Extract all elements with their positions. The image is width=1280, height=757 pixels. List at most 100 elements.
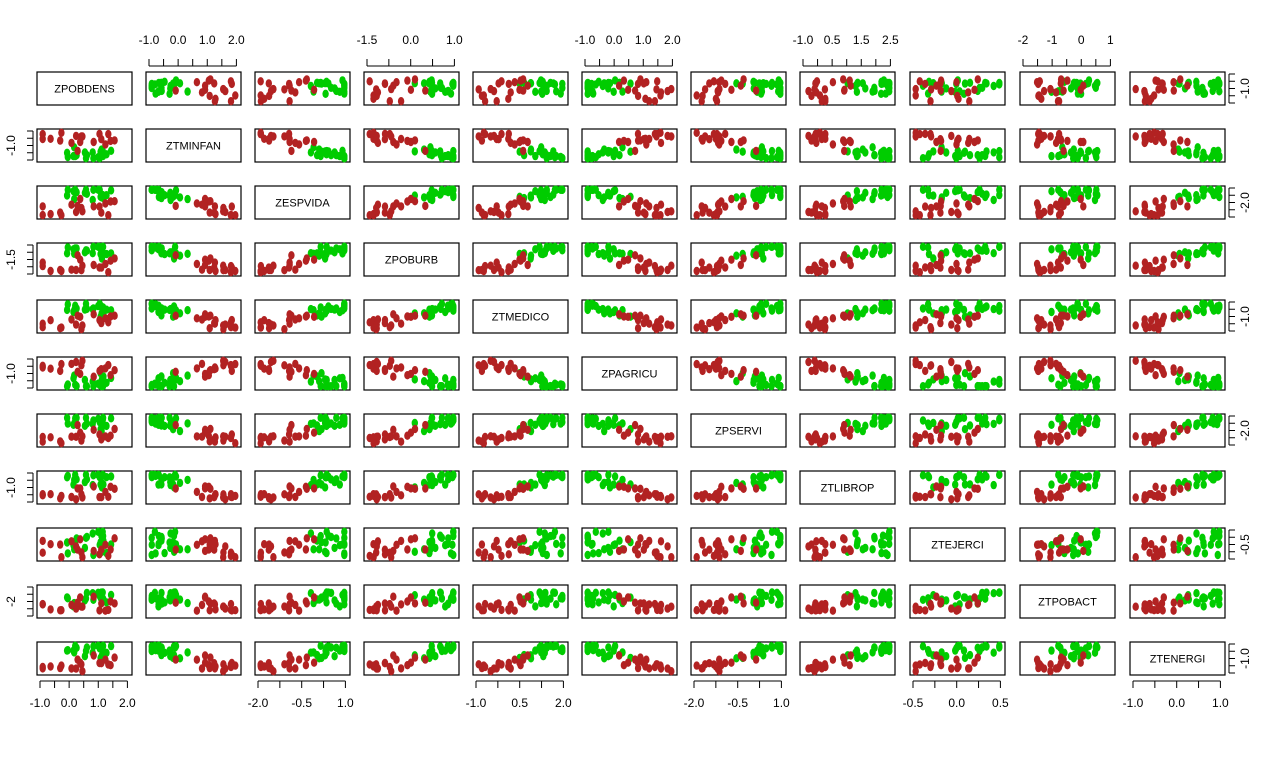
point-5-10-21	[1200, 374, 1207, 383]
point-7-5-39	[654, 492, 661, 501]
point-1-6-5	[768, 146, 776, 156]
point-0-5-39	[654, 77, 661, 86]
point-7-10-18	[1214, 471, 1222, 480]
point-2-4-16	[527, 193, 535, 202]
point-1-9-30	[1080, 137, 1087, 147]
point-7-9-13	[1059, 475, 1066, 485]
point-8-4-24	[475, 548, 482, 557]
point-5-10-13	[1194, 371, 1201, 380]
point-0-5-36	[631, 86, 639, 95]
point-4-2-26	[310, 312, 318, 321]
point-8-10-13	[1194, 545, 1201, 554]
point-4-0-17	[63, 305, 71, 315]
point-5-6-25	[706, 365, 713, 374]
point-2-1-13	[184, 194, 191, 204]
point-2-6-26	[728, 194, 735, 204]
point-6-0-29	[96, 430, 103, 439]
point-5-3-28	[373, 366, 380, 376]
point-4-0-35	[68, 315, 75, 324]
point-3-9-6	[1091, 249, 1099, 258]
point-10-2-36	[288, 655, 295, 664]
point-5-6-16	[733, 377, 740, 386]
point-2-5-38	[643, 199, 650, 208]
point-8-1-33	[220, 553, 227, 562]
bottom-tick-label-10-2: 1.0	[1212, 696, 1229, 710]
point-8-6-18	[768, 550, 775, 560]
point-8-4-10	[557, 549, 564, 558]
point-10-1-28	[206, 663, 213, 673]
point-9-4-39	[498, 605, 505, 615]
point-2-4-21	[532, 187, 539, 196]
point-6-8-15	[930, 418, 937, 428]
point-9-10-21	[1200, 602, 1207, 611]
point-0-5-29	[634, 79, 642, 89]
point-8-1-13	[184, 545, 191, 554]
point-6-2-39	[257, 433, 264, 443]
point-0-10-27	[1177, 75, 1184, 84]
point-2-8-20	[961, 192, 969, 201]
point-8-1-2	[161, 548, 168, 558]
point-0-8-38	[953, 78, 960, 87]
point-3-5-36	[631, 251, 639, 260]
point-4-3-27	[411, 311, 419, 320]
point-6-10-15	[1185, 418, 1192, 428]
point-7-1-35	[198, 492, 206, 502]
point-8-10-21	[1200, 541, 1207, 550]
point-1-7-35	[813, 138, 820, 148]
top-tick-label-9-0: -2	[1018, 33, 1029, 47]
point-2-0-31	[58, 211, 65, 220]
point-10-8-29	[922, 658, 929, 668]
point-8-10-37	[1141, 536, 1149, 546]
point-8-3-37	[397, 536, 405, 546]
point-0-10-36	[1170, 86, 1178, 95]
point-5-8-36	[937, 367, 944, 376]
point-10-0-37	[39, 664, 46, 673]
point-9-8-19	[953, 591, 960, 601]
point-8-7-18	[884, 550, 891, 560]
bottom-tick-label-4-1: 0.5	[511, 696, 528, 710]
point-1-8-21	[952, 151, 959, 161]
point-0-4-30	[524, 81, 531, 90]
point-5-7-39	[813, 360, 821, 370]
point-3-8-10	[924, 243, 932, 252]
point-3-8-29	[922, 263, 929, 272]
point-3-5-13	[619, 249, 626, 258]
point-7-4-18	[543, 471, 550, 480]
point-4-0-36	[74, 311, 81, 320]
point-3-0-33	[79, 261, 86, 270]
point-6-10-37	[1141, 437, 1149, 446]
point-5-1-35	[198, 359, 206, 369]
point-5-2-27	[303, 366, 310, 375]
point-1-0-14	[107, 146, 115, 155]
point-9-10-27	[1177, 599, 1184, 608]
point-2-7-32	[822, 210, 829, 220]
point-0-8-30	[933, 81, 940, 90]
point-1-5-1	[616, 151, 623, 160]
point-3-10-30	[1184, 260, 1191, 270]
point-3-8-33	[912, 261, 919, 270]
point-7-0-23	[47, 490, 54, 499]
point-4-3-39	[366, 318, 373, 327]
point-10-3-33	[388, 667, 395, 676]
point-0-9-39	[1036, 77, 1044, 86]
point-4-7-13	[869, 306, 876, 315]
point-9-6-19	[762, 591, 770, 601]
point-2-7-35	[813, 200, 820, 209]
point-7-3-27	[411, 484, 419, 493]
point-8-4-21	[532, 541, 539, 550]
point-8-2-16	[316, 545, 323, 554]
point-9-1-39	[227, 605, 235, 615]
point-9-6-31	[693, 606, 700, 615]
point-2-4-19	[559, 185, 566, 194]
point-4-7-21	[853, 307, 861, 317]
point-0-7-39	[813, 77, 821, 86]
point-8-0-22	[107, 545, 114, 554]
point-3-10-13	[1194, 249, 1201, 258]
point-6-0-27	[111, 424, 118, 434]
point-3-6-37	[698, 258, 705, 267]
point-9-1-36	[172, 598, 179, 607]
point-8-5-35	[657, 537, 665, 546]
point-10-9-33	[1047, 667, 1054, 676]
point-8-2-21	[336, 541, 343, 550]
point-5-3-39	[366, 360, 373, 370]
